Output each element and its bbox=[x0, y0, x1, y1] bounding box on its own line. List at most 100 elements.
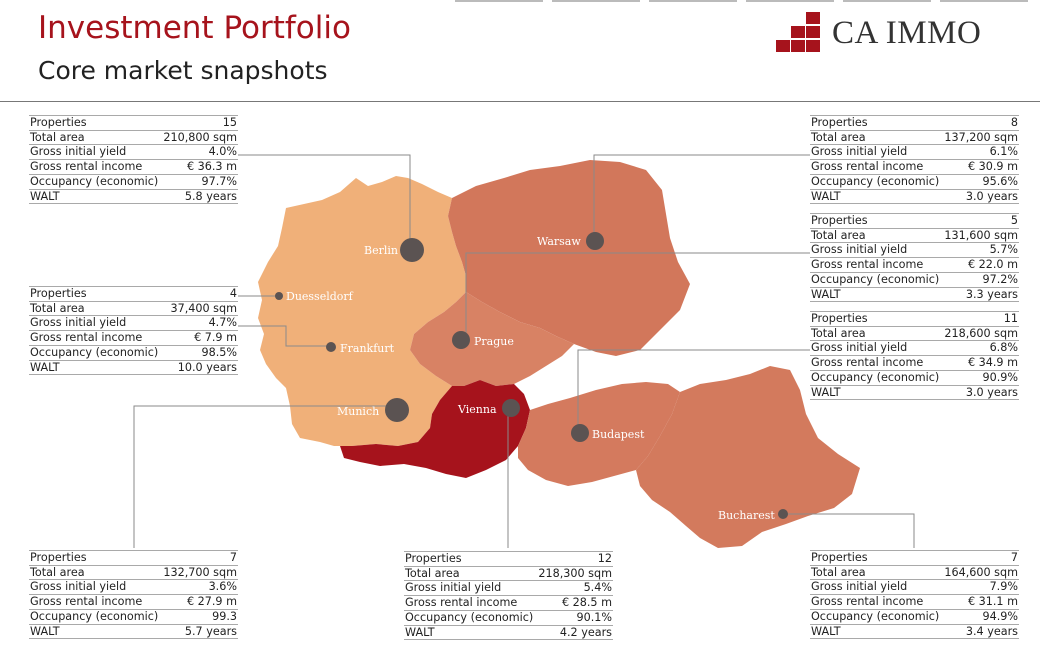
city-label-vienna: Vienna bbox=[457, 403, 497, 416]
stat-row-total-area: Total area 37,400 sqm bbox=[29, 302, 238, 317]
stat-label: Properties bbox=[811, 312, 868, 325]
stat-value: 94.9% bbox=[982, 609, 1018, 623]
top-line bbox=[746, 0, 834, 2]
stat-label: WALT bbox=[405, 625, 435, 639]
stat-value: 3.4 years bbox=[965, 624, 1018, 638]
logo-text: CA IMMO bbox=[832, 15, 982, 51]
stat-row-walt: WALT 3.0 years bbox=[810, 190, 1019, 205]
stat-value: 4.7% bbox=[208, 316, 237, 330]
stat-value: 5.4% bbox=[583, 581, 612, 595]
stat-row-walt: WALT 3.0 years bbox=[810, 386, 1019, 401]
hungary-region[interactable] bbox=[518, 382, 680, 486]
stat-row-occupancy: Occupancy (economic) 90.9% bbox=[810, 371, 1019, 386]
stat-row-yield: Gross initial yield 5.7% bbox=[810, 243, 1019, 259]
top-line bbox=[940, 0, 1028, 2]
stat-row-occupancy: Occupancy (economic) 97.7% bbox=[29, 175, 238, 190]
austria-region[interactable] bbox=[340, 380, 530, 478]
stat-row-total-area: Total area 210,800 sqm bbox=[29, 131, 238, 146]
vienna-marker[interactable] bbox=[502, 399, 520, 417]
city-label-warsaw: Warsaw bbox=[537, 235, 581, 248]
stats-panel-duesseldorf-frankfurt: Properties 4 Total area 37,400 sqm Gross ini… bbox=[29, 286, 238, 376]
stat-value: € 36.3 m bbox=[186, 160, 237, 174]
stat-value: 15 bbox=[222, 116, 237, 129]
stat-label: Gross rental income bbox=[30, 595, 143, 609]
romania-region[interactable] bbox=[636, 366, 860, 548]
munich-marker[interactable] bbox=[385, 398, 409, 422]
stat-label: Gross initial yield bbox=[30, 145, 127, 159]
berlin-marker[interactable] bbox=[400, 238, 424, 262]
stat-value: € 27.9 m bbox=[186, 595, 237, 609]
stat-label: Gross rental income bbox=[811, 595, 924, 609]
budapest-marker[interactable] bbox=[571, 424, 589, 442]
stat-value: € 28.5 m bbox=[561, 596, 612, 610]
stat-value: 12 bbox=[597, 552, 612, 565]
stat-label: WALT bbox=[30, 360, 60, 374]
stat-label: Gross rental income bbox=[811, 356, 924, 370]
stat-value: 3.0 years bbox=[965, 385, 1018, 399]
stat-value: 5.8 years bbox=[184, 189, 237, 203]
frankfurt-marker[interactable] bbox=[326, 342, 336, 352]
stat-value: 5.7 years bbox=[184, 624, 237, 638]
connector-lines bbox=[133, 154, 915, 548]
stat-value: 8 bbox=[1010, 116, 1018, 129]
stat-row-income: Gross rental income € 27.9 m bbox=[29, 595, 238, 610]
stat-label: Gross initial yield bbox=[30, 316, 127, 330]
stat-value: 90.9% bbox=[982, 370, 1018, 384]
stat-value: 218,600 sqm bbox=[944, 326, 1018, 340]
czech-region[interactable] bbox=[410, 292, 574, 386]
stat-row-yield: Gross initial yield 5.4% bbox=[404, 581, 613, 597]
stat-row-yield: Gross initial yield 7.9% bbox=[810, 580, 1019, 596]
stat-row-walt: WALT 3.3 years bbox=[810, 288, 1019, 303]
stat-label: Occupancy (economic) bbox=[811, 370, 940, 384]
stat-value: 7 bbox=[1010, 551, 1018, 564]
stat-label: Gross rental income bbox=[30, 331, 143, 345]
stats-panel-warsaw: Properties 8 Total area 137,200 sqm Gross in… bbox=[810, 115, 1019, 205]
stat-label: Occupancy (economic) bbox=[405, 610, 534, 624]
stat-value: 3.3 years bbox=[965, 287, 1018, 301]
stats-panel-vienna: Properties 12 Total area 218,300 sqm Gross i… bbox=[404, 551, 613, 641]
stat-row-properties: Properties 8 bbox=[810, 115, 1019, 131]
stat-label: Gross initial yield bbox=[811, 145, 908, 159]
prague-marker[interactable] bbox=[452, 331, 470, 349]
stat-value: 97.7% bbox=[201, 174, 237, 188]
city-label-prague: Prague bbox=[474, 335, 514, 348]
stat-value: 137,200 sqm bbox=[944, 130, 1018, 144]
stat-value: 132,700 sqm bbox=[163, 565, 237, 579]
stat-row-total-area: Total area 137,200 sqm bbox=[810, 131, 1019, 146]
poland-region[interactable] bbox=[448, 160, 690, 356]
stat-row-occupancy: Occupancy (economic) 99.3 bbox=[29, 610, 238, 625]
stat-label: Total area bbox=[405, 566, 460, 580]
stat-value: 210,800 sqm bbox=[163, 130, 237, 144]
stats-panel-prague: Properties 5 Total area 131,600 sqm Gross in… bbox=[810, 213, 1019, 303]
stat-value: 4 bbox=[229, 287, 237, 300]
city-markers bbox=[275, 232, 788, 519]
stat-label: Gross initial yield bbox=[811, 580, 908, 594]
stat-value: 95.6% bbox=[982, 174, 1018, 188]
city-label-duesseldorf: Duesseldorf bbox=[286, 290, 354, 303]
stat-value: 218,300 sqm bbox=[538, 566, 612, 580]
stat-label: Properties bbox=[30, 287, 87, 300]
stat-value: 4.0% bbox=[208, 145, 237, 159]
stat-label: Occupancy (economic) bbox=[811, 174, 940, 188]
stats-panel-bucharest: Properties 7 Total area 164,600 sqm Gross in… bbox=[810, 550, 1019, 640]
top-line bbox=[843, 0, 931, 2]
stat-row-properties: Properties 4 bbox=[29, 286, 238, 302]
stat-row-yield: Gross initial yield 6.8% bbox=[810, 341, 1019, 357]
page-subtitle: Core market snapshots bbox=[38, 56, 328, 85]
stat-row-properties: Properties 7 bbox=[810, 550, 1019, 566]
stat-value: € 30.9 m bbox=[967, 160, 1018, 174]
bucharest-marker[interactable] bbox=[778, 509, 788, 519]
city-label-bucharest: Bucharest bbox=[718, 509, 775, 522]
stat-row-income: Gross rental income € 36.3 m bbox=[29, 160, 238, 175]
stat-value: 131,600 sqm bbox=[944, 228, 1018, 242]
stat-label: Occupancy (economic) bbox=[811, 609, 940, 623]
warsaw-marker[interactable] bbox=[586, 232, 604, 250]
stat-label: Occupancy (economic) bbox=[811, 272, 940, 286]
stat-row-yield: Gross initial yield 3.6% bbox=[29, 580, 238, 596]
stat-row-walt: WALT 3.4 years bbox=[810, 625, 1019, 640]
stat-row-properties: Properties 7 bbox=[29, 550, 238, 566]
stat-row-occupancy: Occupancy (economic) 90.1% bbox=[404, 611, 613, 626]
duesseldorf-marker[interactable] bbox=[275, 292, 283, 300]
stat-value: 3.0 years bbox=[965, 189, 1018, 203]
stat-row-total-area: Total area 218,600 sqm bbox=[810, 327, 1019, 342]
